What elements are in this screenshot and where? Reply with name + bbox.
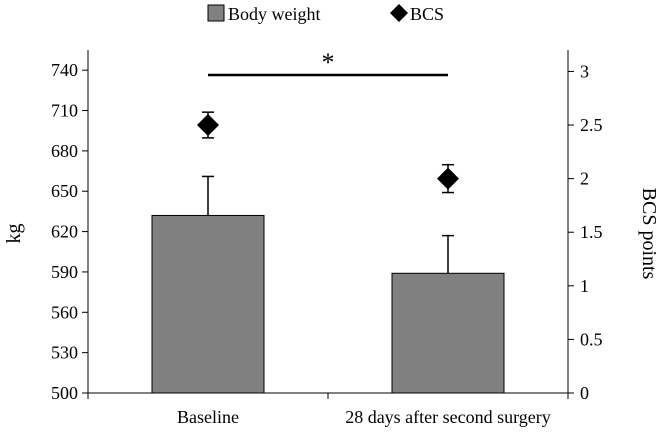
left-tick-label: 590	[51, 262, 78, 282]
right-tick-label: 0.5	[580, 329, 603, 349]
legend: Body weight BCS	[207, 4, 444, 24]
right-tick-label: 1	[580, 276, 589, 296]
left-tick-label: 740	[51, 60, 78, 80]
axes: 500 530 560 590 620 650 680 710 740 0 0.5 1 1.5 2 2.5 3…	[3, 50, 660, 427]
bcs-marker	[437, 167, 459, 190]
right-tick-label: 0	[580, 383, 589, 403]
legend-label: Body weight	[228, 4, 321, 24]
annotations: *	[208, 48, 448, 77]
bars	[151, 175, 505, 394]
left-tick-label: 560	[51, 302, 78, 322]
right-axis-title: BCS points	[638, 188, 660, 280]
legend-swatch-diamond	[390, 4, 408, 22]
left-tick-label: 710	[51, 101, 78, 121]
bcs-marker	[197, 114, 219, 137]
left-tick-label: 500	[51, 383, 78, 403]
right-tick-label: 3	[580, 61, 589, 81]
left-tick-label: 620	[51, 222, 78, 242]
left-tick-label: 530	[51, 343, 78, 363]
significance-asterisk: *	[322, 48, 335, 77]
left-tick-label: 680	[51, 141, 78, 161]
bcs-markers	[197, 111, 459, 194]
left-tick-label: 650	[51, 181, 78, 201]
right-tick-label: 1.5	[580, 222, 603, 242]
x-tick-label: 28 days after second surgery	[345, 407, 551, 427]
right-tick-label: 2	[580, 169, 589, 189]
left-axis-title: kg	[3, 224, 25, 244]
right-tick-label: 2.5	[580, 115, 603, 135]
legend-swatch-square	[207, 4, 225, 22]
body-weight-bar	[151, 214, 265, 394]
x-tick-label: Baseline	[177, 407, 239, 427]
body-weight-bar	[391, 272, 505, 394]
legend-label: BCS	[410, 4, 444, 24]
